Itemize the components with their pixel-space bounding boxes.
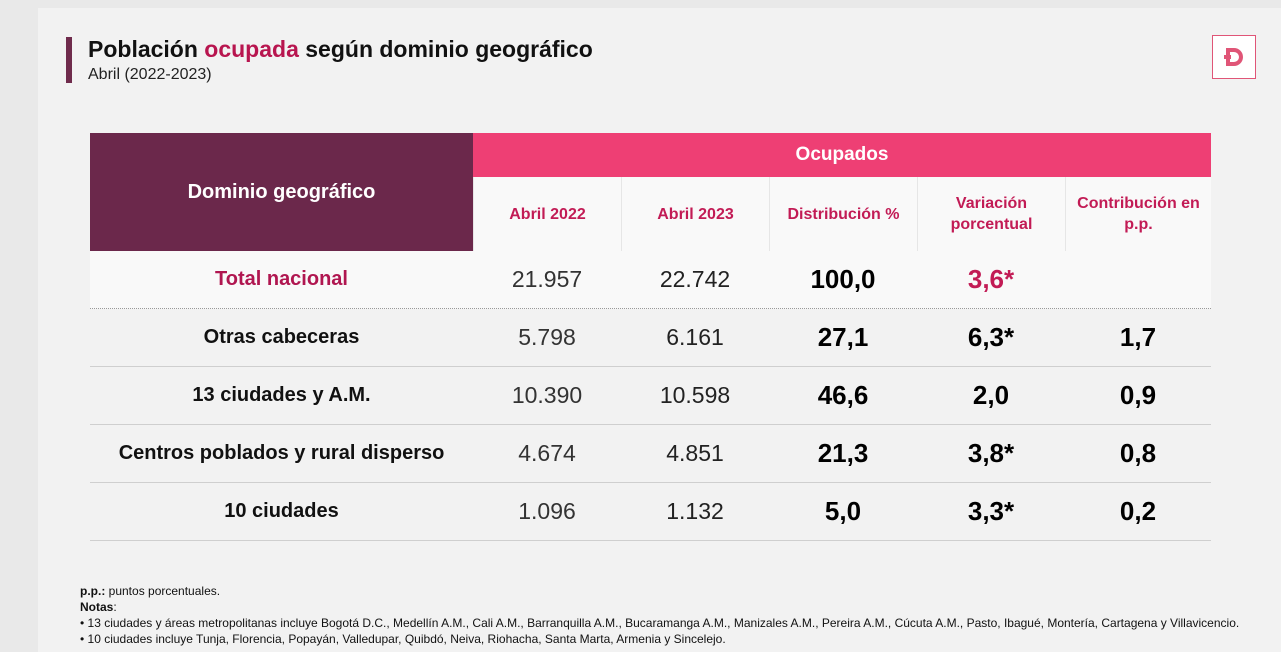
footnote-note-2: • 10 ciudades incluye Tunja, Florencia, …: [80, 632, 726, 646]
footnote-note-1: • 13 ciudades y áreas metropolitanas inc…: [80, 616, 1240, 630]
cell-variacion: 2,0: [972, 380, 1010, 410]
title-highlight: ocupada: [204, 36, 299, 62]
group-header: Ocupados: [473, 133, 1211, 177]
cell-abril-2022: 4.674: [518, 440, 576, 466]
table-row-total: Total nacional 21.957 22.742 100,0 3,6*: [90, 251, 1211, 309]
footnotes: p.p.: puntos porcentuales. Notas: • 13 c…: [80, 583, 1239, 647]
table-row: 10 ciudades 1.096 1.132 5,0 3,3* 0,2: [90, 483, 1211, 541]
table-row: 13 ciudades y A.M. 10.390 10.598 46,6 2,…: [90, 367, 1211, 425]
cell-abril-2023: 6.161: [666, 324, 724, 350]
row-name: Centros poblados y rural disperso: [118, 442, 445, 464]
row-name: 13 ciudades y A.M.: [192, 384, 371, 406]
title-accent-bar: [66, 37, 72, 83]
cell-distribucion: 100,0: [810, 264, 876, 294]
col-header-distribucion: Distribución %: [769, 177, 917, 251]
cell-variacion: 3,6*: [967, 264, 1015, 294]
page-subtitle: Abril (2022-2023): [88, 66, 212, 83]
row-name: Total nacional: [215, 268, 348, 290]
cell-abril-2022: 21.957: [511, 266, 583, 292]
cell-contribucion: 1,7: [1119, 322, 1157, 352]
cell-abril-2023: 22.742: [659, 266, 731, 292]
row-name: Otras cabeceras: [203, 326, 360, 348]
cell-distribucion: 27,1: [817, 322, 869, 352]
cell-abril-2023: 1.132: [666, 498, 724, 524]
cell-variacion: 6,3*: [967, 322, 1015, 352]
cell-variacion: 3,8*: [967, 438, 1015, 468]
cell-abril-2022: 1.096: [518, 498, 576, 524]
row-name: 10 ciudades: [224, 500, 339, 522]
col-header-contribucion: Contribución en p.p.: [1065, 177, 1211, 251]
cell-abril-2023: 10.598: [659, 382, 731, 408]
cell-distribucion: 46,6: [817, 380, 869, 410]
cell-distribucion: 21,3: [817, 438, 869, 468]
cell-contribucion: 0,8: [1119, 438, 1157, 468]
dane-d-logo-icon: [1212, 35, 1256, 79]
col-header-abril-2023: Abril 2023: [621, 177, 769, 251]
table-row: Otras cabeceras 5.798 6.161 27,1 6,3* 1,…: [90, 309, 1211, 367]
col-header-abril-2022: Abril 2022: [473, 177, 621, 251]
table-row: Centros poblados y rural disperso 4.674 …: [90, 425, 1211, 483]
cell-contribucion: 0,9: [1119, 380, 1157, 410]
col-header-variacion: Variación porcentual: [917, 177, 1065, 251]
cell-abril-2022: 5.798: [518, 324, 576, 350]
cell-abril-2023: 4.851: [666, 440, 724, 466]
cell-contribucion: 0,2: [1119, 496, 1157, 526]
page-title: Población ocupada según dominio geográfi…: [88, 36, 593, 62]
cell-abril-2022: 10.390: [511, 382, 583, 408]
row-header: Dominio geográfico: [90, 133, 473, 251]
cell-variacion: 3,3*: [967, 496, 1015, 526]
cell-distribucion: 5,0: [824, 496, 862, 526]
footnote-notes-label: Notas:: [80, 600, 117, 614]
cell-contribucion: [1065, 251, 1211, 308]
footnote-pp: p.p.: puntos porcentuales.: [80, 584, 221, 598]
slide: Población ocupada según dominio geográfi…: [38, 8, 1281, 652]
